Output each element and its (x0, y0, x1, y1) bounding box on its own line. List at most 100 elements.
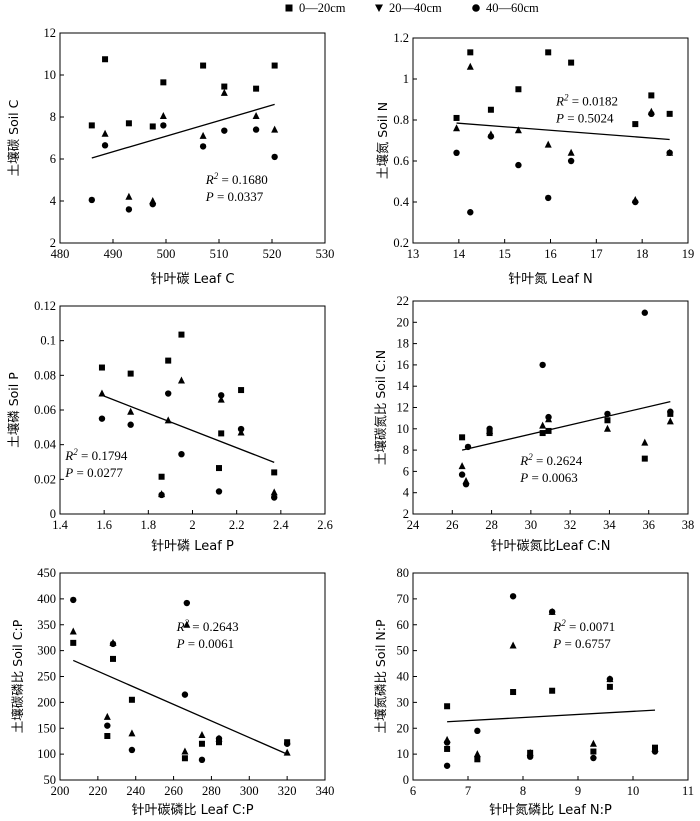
x-axis-label: 针叶氮 Leaf N (508, 272, 593, 287)
y-tick-label: 70 (397, 592, 410, 606)
data-point-20-40cm (283, 748, 291, 756)
plot-frame (59, 305, 326, 515)
x-tick-label: 240 (126, 784, 145, 798)
data-point-0-20cm (178, 331, 185, 338)
data-point-0-20cm (487, 106, 494, 113)
x-tick-label: 220 (88, 784, 107, 798)
y-tick-label: 16 (397, 358, 410, 372)
x-tick-label: 320 (278, 784, 297, 798)
data-point-40-60cm (474, 727, 481, 735)
y-tick-label: 2 (403, 507, 409, 521)
data-point-20-40cm (103, 712, 111, 720)
y-tick-label: 50 (44, 773, 57, 787)
x-axis-label: 针叶碳磷比 Leaf C:P (131, 803, 253, 818)
square-icon (285, 4, 293, 12)
data-point-20-40cm (181, 747, 189, 755)
data-point-20-40cm (589, 739, 597, 747)
r-squared-annotation: R2 = 0.1680 (205, 171, 268, 187)
data-point-0-20cm (88, 122, 95, 129)
x-tick-label: 300 (240, 784, 259, 798)
x-tick-label: 6 (410, 784, 416, 798)
r-squared-annotation: R2 = 0.2624 (519, 452, 583, 468)
x-tick-label: 17 (590, 247, 603, 261)
data-point-40-60cm (464, 443, 472, 451)
data-point-40-60cm (104, 722, 111, 729)
data-point-0-20cm (467, 49, 474, 56)
legend-item-0-20cm: 0—20cm (283, 0, 346, 16)
legend-item-40-60cm: 40—60cm (470, 0, 539, 16)
data-point-20-40cm (127, 407, 135, 415)
data-point-40-60cm (604, 410, 611, 418)
data-point-0-20cm (200, 62, 207, 69)
y-tick-label: 6 (403, 464, 409, 478)
plot-frame (59, 32, 326, 244)
data-point-0-20cm (444, 703, 451, 710)
data-point-0-20cm (181, 755, 188, 762)
data-point-0-20cm (127, 370, 134, 377)
data-point-0-20cm (98, 364, 105, 371)
scatter-panel-1: 480 490 500 510 520 530 2 4 6 8 10 12 针叶碳 Leaf C 土壤碳 … (6, 26, 334, 287)
data-point-20-40cm (641, 438, 649, 446)
data-point-0-20cm (510, 689, 517, 696)
p-value-annotation: P = 0.0337 (205, 189, 264, 204)
data-point-20-40cm (199, 131, 207, 139)
plot-frame (412, 37, 689, 244)
x-tick-label: 2.6 (317, 518, 333, 532)
data-point-0-20cm (568, 59, 575, 66)
regression-line (456, 122, 670, 141)
data-point-0-20cm (444, 745, 451, 752)
data-point-40-60cm (271, 494, 278, 501)
y-tick-label: 300 (37, 644, 56, 658)
data-point-40-60cm (545, 194, 552, 202)
y-tick-label: 0 (50, 507, 56, 521)
x-tick-label: 7 (465, 784, 471, 798)
data-point-20-40cm (466, 62, 474, 70)
data-point-0-20cm (149, 123, 156, 130)
data-point-40-60cm (125, 206, 133, 213)
data-point-0-20cm (165, 357, 172, 364)
data-point-20-40cm (458, 462, 466, 470)
data-point-40-60cm (183, 599, 191, 607)
x-axis-label: 针叶碳氮比Leaf C:N (491, 539, 611, 554)
y-axis-label: 土壤碳氮比 Soil C:N (373, 350, 388, 465)
x-axis-label: 针叶磷 Leaf P (151, 539, 234, 554)
x-tick-label: 28 (485, 518, 498, 532)
data-point-0-20cm (102, 56, 109, 63)
y-tick-label: 0.4 (393, 195, 409, 209)
data-point-0-20cm (648, 92, 655, 99)
y-tick-label: 20 (397, 315, 410, 329)
regression-line (447, 709, 656, 723)
x-tick-label: 10 (627, 784, 640, 798)
y-tick-label: 1.2 (393, 31, 409, 45)
data-point-0-20cm (158, 473, 165, 480)
data-point-20-40cm (128, 729, 136, 737)
data-point-40-60cm (215, 488, 223, 495)
data-point-20-40cm (567, 148, 575, 156)
y-tick-label: 0.12 (34, 299, 56, 313)
data-point-0-20cm (666, 110, 673, 117)
x-tick-label: 1.8 (141, 518, 157, 532)
data-point-0-20cm (110, 655, 116, 662)
data-point-20-40cm (217, 395, 225, 403)
data-point-40-60cm (283, 740, 291, 747)
data-point-0-20cm (216, 465, 222, 472)
regression-line (461, 401, 671, 451)
data-point-40-60cm (632, 198, 639, 206)
data-point-0-20cm (221, 83, 228, 90)
data-point-20-40cm (183, 620, 191, 628)
data-point-40-60cm (181, 691, 189, 698)
data-point-20-40cm (159, 111, 167, 119)
data-point-40-60cm (158, 491, 165, 499)
y-tick-label: 150 (37, 721, 56, 735)
data-point-0-20cm (604, 417, 611, 424)
r-squared-annotation: R2 = 0.2643 (176, 618, 239, 634)
y-tick-label: 0.6 (393, 154, 409, 168)
y-tick-label: 20 (397, 721, 410, 735)
data-point-0-20cm (216, 739, 222, 746)
y-tick-label: 0.1 (40, 334, 56, 348)
data-point-0-20cm (549, 687, 556, 694)
data-point-40-60cm (453, 149, 460, 156)
y-tick-label: 22 (397, 294, 410, 308)
data-point-40-60cm (127, 421, 134, 428)
data-point-40-60cm (443, 739, 451, 746)
